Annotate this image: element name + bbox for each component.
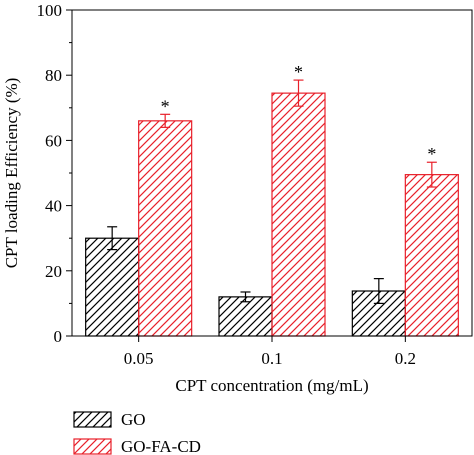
x-axis-label: CPT concentration (mg/mL): [175, 376, 368, 395]
bar-go-fa-cd: [138, 120, 193, 337]
y-tick-label: 20: [45, 262, 62, 281]
y-tick-label: 60: [45, 131, 62, 150]
y-tick-label: 40: [45, 197, 62, 216]
y-tick-label: 0: [54, 327, 63, 346]
y-axis-label: CPT loading Efficiency (%): [2, 78, 21, 269]
significance-marker: *: [161, 96, 170, 116]
bar-go-fa-cd: [271, 92, 326, 337]
bar-go: [85, 237, 140, 337]
y-tick-label: 100: [37, 1, 63, 20]
legend: GO GO-FA-CD: [73, 410, 201, 455]
x-tick-label: 0.05: [124, 349, 154, 368]
significance-marker: *: [427, 144, 436, 164]
y-tick-label: 80: [45, 66, 62, 85]
bar-go: [218, 296, 273, 337]
x-tick-label: 0.1: [261, 349, 282, 368]
legend-label: GO: [121, 410, 146, 429]
legend-swatch: [73, 411, 112, 428]
plot-frame: [71, 9, 473, 337]
bars: * * *: [85, 62, 459, 337]
x-tick-label: 0.2: [395, 349, 416, 368]
legend-label: GO-FA-CD: [121, 437, 201, 455]
bar-go-fa-cd: [404, 174, 459, 337]
significance-marker: *: [294, 62, 303, 82]
x-axis-ticks: 0.05 0.1 0.2: [124, 336, 416, 368]
legend-swatch: [73, 438, 112, 455]
y-axis-ticks: 0 20 40 60 80 100: [37, 1, 72, 346]
